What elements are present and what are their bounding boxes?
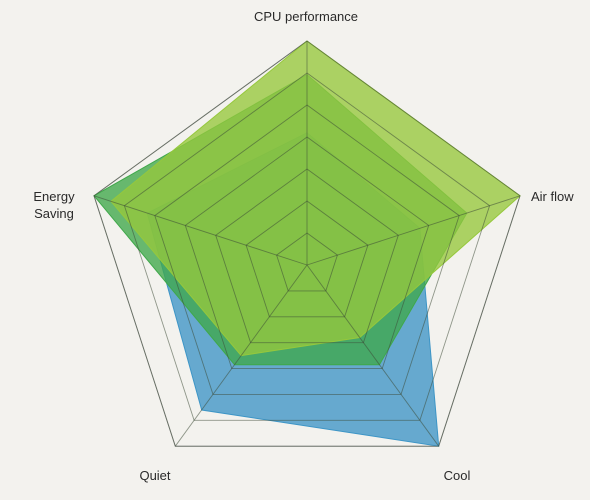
radar-grid xyxy=(93,40,521,447)
radar-grid-ring-6 xyxy=(123,72,491,421)
radar-grid-ring-5 xyxy=(154,104,460,395)
axis-label-energy-saving: Energy Saving xyxy=(33,189,75,221)
axis-label-cool: Cool xyxy=(444,468,471,483)
radar-grid-ring-4 xyxy=(184,136,430,370)
radar-spoke-4 xyxy=(174,264,308,447)
radar-grid-ring-2 xyxy=(245,200,369,318)
radar-grid-ring-7 xyxy=(93,40,521,447)
radar-axis-labels: CPU performance Air flow Cool Quiet Energy Sa… xyxy=(33,9,574,483)
radar-spoke-3 xyxy=(306,264,440,447)
radar-spoke-2 xyxy=(306,195,521,266)
axis-label-quiet: Quiet xyxy=(139,468,170,483)
radar-spoke-5 xyxy=(93,195,308,266)
radar-grid-ring-1 xyxy=(276,232,338,292)
radar-grid-ring-3 xyxy=(215,168,399,344)
axis-label-cpu-performance: CPU performance xyxy=(254,9,358,24)
radar-series-layer xyxy=(93,40,521,447)
radar-series-3 xyxy=(110,40,521,357)
axis-label-air-flow: Air flow xyxy=(531,189,574,204)
